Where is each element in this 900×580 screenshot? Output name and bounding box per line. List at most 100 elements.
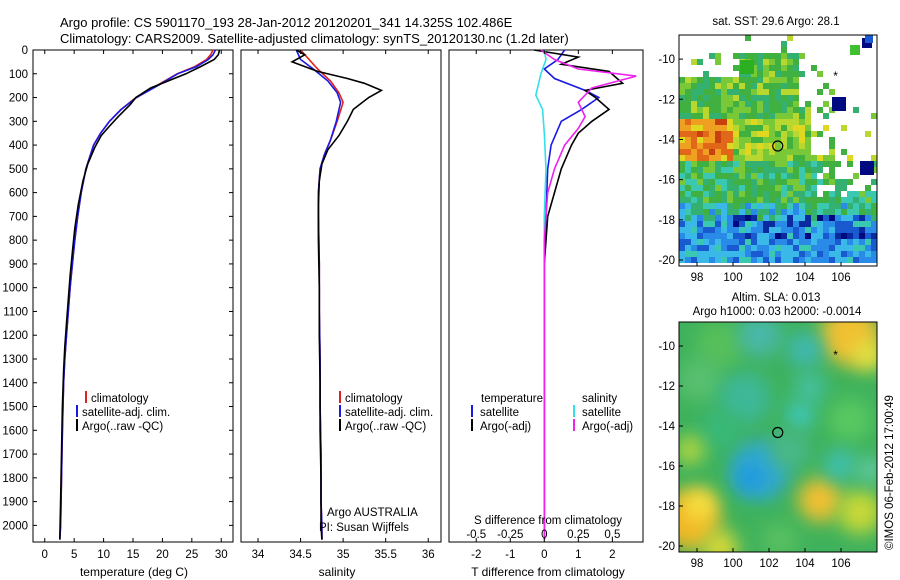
map-y-tick-label: -10 [658, 54, 675, 66]
sst-cell [745, 257, 751, 263]
sst-cell [679, 221, 685, 227]
sst-cell [721, 197, 727, 203]
sst-cell [787, 173, 793, 179]
x-tick-label: 35.5 [374, 549, 396, 561]
sst-cell [817, 197, 823, 203]
sst-cell [733, 53, 739, 59]
sst-cell [781, 239, 787, 245]
sst-cell [721, 77, 727, 83]
sst-cell [805, 125, 811, 131]
sst-cell [757, 95, 763, 101]
sla-anomaly-blob [736, 464, 764, 492]
sst-cell [787, 95, 793, 101]
sst-cell [679, 113, 685, 119]
sst-cell [787, 227, 793, 233]
sst-cell [811, 65, 817, 71]
sst-cell [691, 167, 697, 173]
sst-cell [721, 131, 727, 137]
sst-cell [787, 161, 793, 167]
sst-cell [715, 89, 721, 95]
sst-cell [793, 119, 799, 125]
sst-cell [859, 203, 865, 209]
sst-cell [733, 143, 739, 149]
x-tick-label: 34.5 [289, 549, 311, 561]
sst-cell [721, 191, 727, 197]
sst-cell [781, 53, 787, 59]
sst-cell [793, 83, 799, 89]
sst-cell [829, 89, 835, 95]
sla-anomaly-blob [762, 522, 798, 552]
sst-cell [739, 221, 745, 227]
sst-cell [841, 209, 847, 215]
y-tick-label: 0 [22, 45, 28, 57]
sst-cell [727, 209, 733, 215]
sst-cell [733, 125, 739, 131]
sst-cell [703, 251, 709, 257]
sst-cell [793, 251, 799, 257]
sst-cell [769, 89, 775, 95]
sst-cell [757, 125, 763, 131]
x-tick-label: 10 [97, 549, 110, 561]
sst-cell [769, 143, 775, 149]
sst-cell [721, 251, 727, 257]
sst-cell [829, 179, 835, 185]
sst-cell [775, 161, 781, 167]
sst-cell [865, 131, 871, 137]
sst-cell [829, 161, 835, 167]
sst-cell [745, 107, 751, 113]
sst-cell [787, 77, 793, 83]
sst-cell [679, 155, 685, 161]
sst-cell [739, 173, 745, 179]
sst-cell [715, 161, 721, 167]
sst-cell [769, 149, 775, 155]
sst-cell [787, 233, 793, 239]
sst-cell [763, 161, 769, 167]
sst-cell [787, 179, 793, 185]
sst-cell [793, 65, 799, 71]
sst-cell [751, 161, 757, 167]
sst-cell [817, 155, 823, 161]
sst-cell [733, 107, 739, 113]
sst-cell [679, 239, 685, 245]
sst-cell [871, 221, 877, 227]
sst-cell [805, 149, 811, 155]
sst-cell [799, 209, 805, 215]
x2-tick-label: -0.25 [497, 529, 523, 541]
sst-cell [763, 89, 769, 95]
sst-cell [709, 155, 715, 161]
sst-cell [787, 185, 793, 191]
sst-cell [679, 167, 685, 173]
sst-cell [691, 107, 697, 113]
sst-cell [745, 239, 751, 245]
sst-cell [781, 119, 787, 125]
sst-cell [685, 191, 691, 197]
sst-cell [745, 125, 751, 131]
sst-cell [793, 233, 799, 239]
sst-cell [787, 257, 793, 263]
sst-cell [739, 95, 745, 101]
sst-cell [697, 215, 703, 221]
sst-cell [829, 239, 835, 245]
sst-cell [859, 215, 865, 221]
sst-cell [799, 155, 805, 161]
sst-cell [781, 227, 787, 233]
sla-anomaly-blob [856, 456, 877, 484]
sst-cell [697, 113, 703, 119]
sst-cell [781, 83, 787, 89]
sst-map-title: sat. SST: 29.6 Argo: 28.1 [712, 16, 839, 28]
sst-cell [751, 209, 757, 215]
sst-cell [745, 155, 751, 161]
sst-cell [817, 209, 823, 215]
sst-cell [865, 35, 873, 43]
sst-cell [847, 203, 853, 209]
sst-cell [751, 221, 757, 227]
sst-cell [739, 209, 745, 215]
sst-cell [715, 257, 721, 263]
sst-cell [727, 233, 733, 239]
sst-cell [757, 83, 763, 89]
map-x-tick-label: 106 [831, 272, 850, 284]
sst-cell [691, 83, 697, 89]
sst-cell [805, 185, 811, 191]
sst-cell [775, 143, 781, 149]
sst-cell [763, 155, 769, 161]
